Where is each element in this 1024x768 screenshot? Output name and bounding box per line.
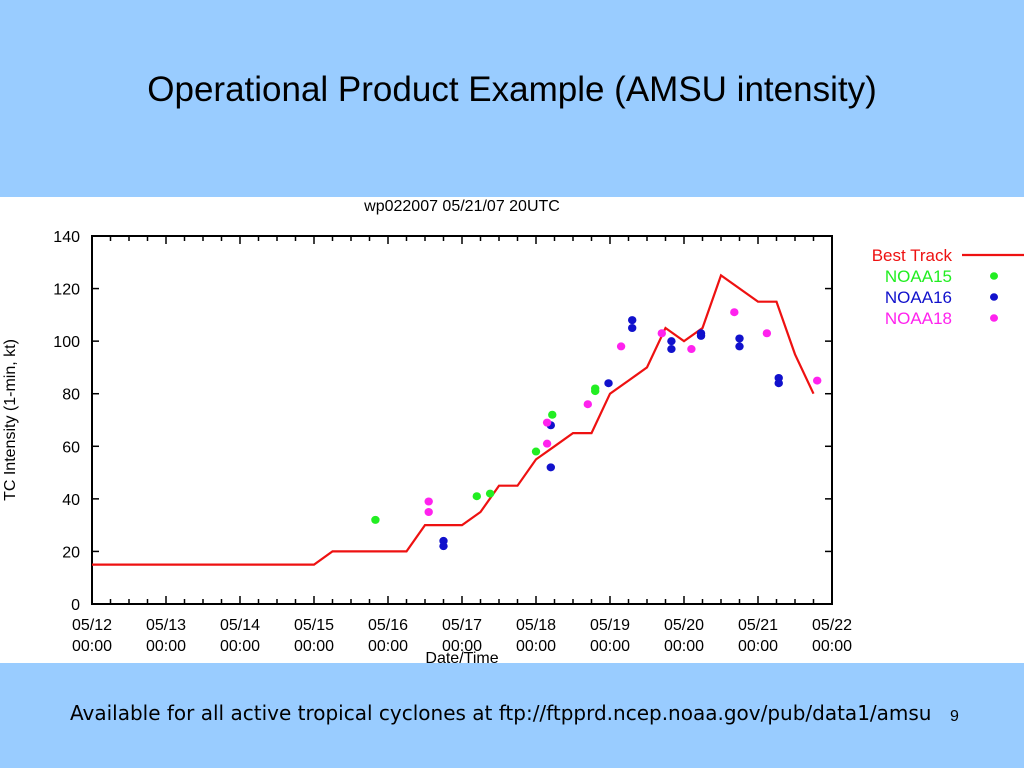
footer-text: Available for all active tropical cyclon… bbox=[70, 701, 932, 725]
y-tick-label: 80 bbox=[62, 387, 80, 404]
y-tick-label: 140 bbox=[53, 229, 80, 246]
intensity-chart: wp022007 05/21/07 20UTC TC Intensity (1-… bbox=[2, 198, 1024, 663]
data-point-noaa16 bbox=[667, 345, 676, 354]
x-tick-time: 00:00 bbox=[738, 638, 778, 655]
x-tick-date: 05/20 bbox=[664, 617, 704, 634]
data-point-noaa15 bbox=[472, 492, 481, 501]
x-tick-time: 00:00 bbox=[72, 638, 112, 655]
x-tick-date: 05/12 bbox=[72, 617, 112, 634]
data-point-noaa18 bbox=[730, 308, 739, 317]
chart-legend: Best Track NOAA15 NOAA16 NOAA18 bbox=[872, 246, 1024, 328]
legend-swatch-dot bbox=[990, 314, 998, 322]
y-tick-label: 0 bbox=[71, 597, 80, 614]
chart-title: wp022007 05/21/07 20UTC bbox=[363, 198, 560, 215]
x-tick-time: 00:00 bbox=[146, 638, 186, 655]
x-tick-date: 05/22 bbox=[812, 617, 852, 634]
x-tick-date: 05/14 bbox=[220, 617, 260, 634]
data-point-noaa18 bbox=[424, 497, 433, 506]
data-point-noaa16 bbox=[735, 334, 744, 343]
data-point-noaa16 bbox=[735, 342, 744, 351]
data-point-noaa16 bbox=[667, 337, 676, 346]
data-point-noaa15 bbox=[548, 410, 557, 419]
data-point-noaa15 bbox=[371, 515, 380, 524]
data-point-noaa18 bbox=[657, 329, 666, 338]
slide-title: Operational Product Example (AMSU intens… bbox=[147, 70, 877, 109]
chart-panel: wp022007 05/21/07 20UTC TC Intensity (1-… bbox=[0, 197, 1024, 663]
x-tick-date: 05/21 bbox=[738, 617, 778, 634]
x-tick-time: 00:00 bbox=[368, 638, 408, 655]
data-point-noaa18 bbox=[542, 418, 552, 427]
x-tick-date: 05/15 bbox=[294, 617, 334, 634]
slide-number: 9 bbox=[950, 708, 959, 725]
y-tick-label: 20 bbox=[62, 544, 80, 561]
y-tick-labels: 0 20 40 60 80 100 120 140 bbox=[53, 229, 80, 614]
x-tick-labels: 05/12 00:00 05/13 00:00 05/14 00:00 05/15 00:00… bbox=[72, 617, 852, 655]
data-point-noaa18 bbox=[762, 329, 772, 338]
data-point-noaa18 bbox=[424, 508, 433, 516]
data-point-noaa18 bbox=[687, 345, 696, 354]
x-tick-date: 05/13 bbox=[146, 617, 186, 634]
legend-label: NOAA15 bbox=[885, 267, 952, 286]
data-point-noaa16 bbox=[604, 379, 613, 388]
data-point-noaa15 bbox=[531, 447, 541, 456]
data-point-noaa18 bbox=[813, 376, 822, 385]
x-tick-date: 05/17 bbox=[442, 617, 482, 634]
data-point-noaa16 bbox=[439, 542, 448, 551]
legend-label: NOAA18 bbox=[885, 309, 952, 328]
series-line-best-track bbox=[92, 273, 815, 566]
data-point-noaa18 bbox=[583, 400, 592, 409]
x-tick-date: 05/19 bbox=[590, 617, 630, 634]
y-axis-label: TC Intensity (1-min, kt) bbox=[2, 339, 19, 501]
legend-label: NOAA16 bbox=[885, 288, 952, 307]
y-tick-label: 60 bbox=[62, 439, 80, 456]
plot-frame bbox=[91, 235, 833, 605]
data-point-noaa18 bbox=[616, 342, 626, 351]
x-tick-time: 00:00 bbox=[664, 638, 704, 655]
x-tick-time: 00:00 bbox=[442, 638, 482, 655]
y-tick-label: 120 bbox=[53, 282, 80, 299]
legend-label: Best Track bbox=[872, 246, 953, 265]
data-point-noaa15 bbox=[485, 489, 495, 498]
data-point-noaa16 bbox=[628, 316, 637, 325]
data-point-noaa18 bbox=[542, 439, 552, 448]
y-tick-label: 40 bbox=[62, 492, 80, 509]
tick-marks bbox=[91, 235, 833, 605]
data-point-noaa16 bbox=[546, 463, 555, 472]
data-point-noaa15 bbox=[591, 384, 600, 393]
x-tick-time: 00:00 bbox=[812, 638, 852, 655]
data-point-noaa16 bbox=[696, 331, 706, 340]
x-tick-time: 00:00 bbox=[590, 638, 630, 655]
x-axis-label: Date/Time bbox=[425, 650, 498, 663]
x-tick-time: 00:00 bbox=[220, 638, 260, 655]
legend-swatch-dot bbox=[990, 293, 998, 301]
x-tick-time: 00:00 bbox=[516, 638, 556, 655]
x-tick-date: 05/18 bbox=[516, 617, 556, 634]
series-layer bbox=[92, 273, 822, 566]
x-tick-date: 05/16 bbox=[368, 617, 408, 634]
legend-swatch-dot bbox=[990, 272, 998, 280]
data-point-noaa16 bbox=[774, 379, 783, 388]
y-tick-label: 100 bbox=[53, 334, 80, 351]
x-tick-time: 00:00 bbox=[294, 638, 334, 655]
data-point-noaa16 bbox=[628, 324, 637, 332]
